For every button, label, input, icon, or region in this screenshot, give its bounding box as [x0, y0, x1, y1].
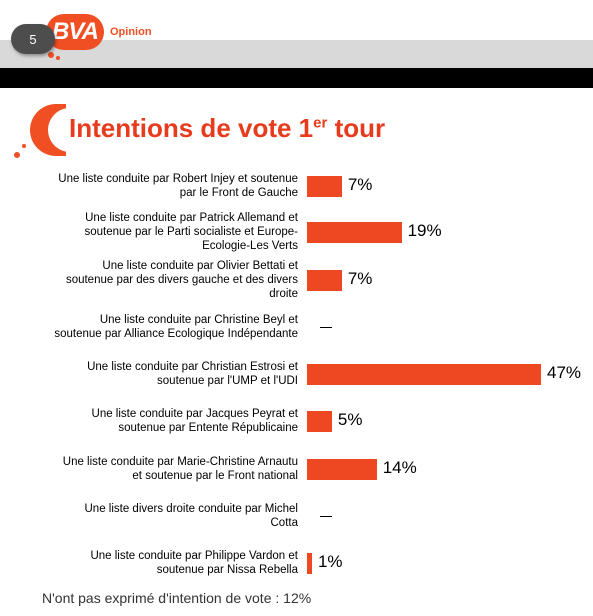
category-label-line: soutenue par Nissa Rebella: [156, 564, 298, 576]
category-label: Une liste conduite par Olivier Bettati e…: [22, 259, 298, 301]
bva-logo: BVA: [46, 14, 106, 60]
bar-value-label: 7%: [347, 175, 373, 194]
chart-title-superscript: er: [313, 114, 328, 132]
title-decoration: [0, 104, 70, 164]
category-label-line: Ecologie-Les Verts: [202, 240, 298, 252]
category-label-line: soutenue par le Parti socialiste et Euro…: [84, 226, 298, 238]
category-label-line: Une liste conduite par Philippe Vardon e…: [90, 550, 298, 562]
bar: [307, 176, 342, 197]
category-label: Une liste conduite par Jacques Peyrat et…: [22, 407, 298, 435]
category-label-line: Une liste conduite par Christine Beyl et: [99, 314, 298, 326]
category-label-line: Une liste conduite par Jacques Peyrat et: [91, 408, 298, 420]
bar: [307, 459, 377, 480]
category-label-line: Une liste conduite par Olivier Bettati e…: [102, 260, 298, 272]
category-label: Une liste conduite par Christian Estrosi…: [22, 360, 298, 388]
category-label: Une liste conduite par Patrick Allemand …: [22, 211, 298, 253]
category-label: Une liste divers droite conduite par Mic…: [22, 502, 299, 530]
chart-title-main: Intentions de vote 1: [69, 113, 314, 143]
no-value-dash: [320, 516, 332, 517]
category-label: Une liste conduite par Marie-Christine A…: [22, 455, 298, 483]
header-band: [0, 40, 593, 68]
chart-title: Intentions de vote 1er tour: [69, 113, 385, 144]
bar: [307, 222, 402, 243]
category-label: Une liste conduite par Christine Beyl et…: [22, 313, 298, 341]
category-label-line: soutenue par Entente Républicaine: [118, 422, 298, 434]
category-label-line: Une liste conduite par Marie-Christine A…: [62, 456, 298, 468]
category-label-line: et soutenue par le Front national: [132, 470, 298, 482]
category-label-line: droite: [269, 288, 298, 300]
category-label-line: Cotta: [270, 517, 299, 529]
bar-value-label: 47%: [547, 363, 582, 382]
category-label: Une liste conduite par Philippe Vardon e…: [22, 549, 298, 577]
bar-value-label: 14%: [382, 458, 417, 477]
bar: [307, 270, 342, 291]
category-label: Une liste conduite par Robert Injey et s…: [22, 172, 298, 200]
logo-text: BVA: [52, 18, 99, 45]
category-label-line: par le Front de Gauche: [179, 187, 298, 199]
footer-note: N'ont pas exprimé d'intention de vote : …: [42, 590, 312, 606]
bar-value-label: 19%: [407, 221, 442, 240]
bar: [307, 364, 541, 385]
bar-value-label: 7%: [347, 269, 373, 288]
category-label-line: soutenue par des divers gauche et des di…: [65, 274, 298, 286]
category-label-line: Une liste conduite par Robert Injey et s…: [58, 173, 298, 185]
category-label-line: Une liste conduite par Patrick Allemand …: [85, 212, 298, 224]
page-number: 5: [11, 24, 55, 54]
logo-subtitle: Opinion: [110, 26, 152, 38]
bar-value-label: 5%: [337, 410, 363, 429]
header-black-bar: [0, 68, 593, 88]
category-label-line: soutenue par Alliance Ecologique Indépen…: [54, 328, 298, 340]
category-label-line: Une liste conduite par Christian Estrosi…: [87, 361, 298, 373]
category-label-line: soutenue par l'UMP et l'UDI: [157, 375, 298, 387]
chart-title-suffix: tour: [327, 113, 386, 143]
no-value-dash: [320, 327, 332, 328]
bar-value-label: 1%: [317, 552, 343, 571]
category-label-line: Une liste divers droite conduite par Mic…: [84, 503, 299, 515]
bar: [307, 553, 312, 574]
bar: [307, 411, 332, 432]
